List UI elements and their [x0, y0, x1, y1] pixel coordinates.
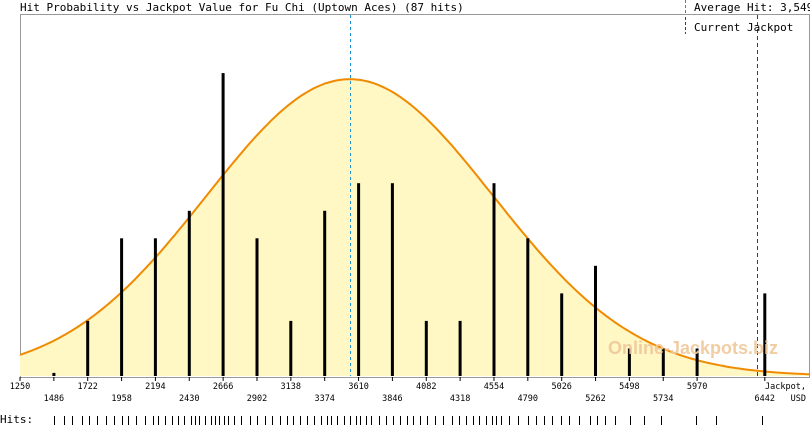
- bar-3374: [323, 210, 327, 376]
- tick-label-1722: 1722: [77, 382, 97, 392]
- x-axis-label: Jackpot,: [765, 382, 806, 392]
- bar-4790: [526, 238, 530, 376]
- chart-title: Hit Probability vs Jackpot Value for Fu …: [20, 1, 464, 14]
- tick-label-5262: 5262: [585, 394, 605, 404]
- bar-5498: [627, 348, 631, 376]
- legend-jackpot-label: Current Jackpot: [694, 21, 793, 34]
- bar-3846: [390, 183, 394, 376]
- tick-label-5734: 5734: [653, 394, 673, 404]
- tick-label-2902: 2902: [247, 394, 267, 404]
- hits-label: Hits:: [0, 413, 33, 425]
- bar-4318: [458, 320, 462, 376]
- watermark: Online-Jackpots.biz: [608, 338, 778, 358]
- bar-2902: [255, 238, 259, 376]
- tick-label-4790: 4790: [518, 394, 538, 404]
- tick-label-5970: 5970: [687, 382, 707, 392]
- tick-label-2194: 2194: [145, 382, 165, 392]
- tick-label-1958: 1958: [111, 394, 131, 404]
- tick-label-4554: 4554: [484, 382, 504, 392]
- bar-2666: [221, 73, 225, 376]
- tick-label-6442: 6442: [755, 394, 775, 404]
- bar-2430: [187, 210, 191, 376]
- tick-label-1486: 1486: [44, 394, 64, 404]
- bar-3138: [289, 320, 293, 376]
- tick-label-2430: 2430: [179, 394, 199, 404]
- tick-label-3138: 3138: [281, 382, 301, 392]
- bar-5262: [594, 265, 597, 376]
- distribution-fill: [20, 79, 809, 376]
- bar-4082: [424, 320, 428, 376]
- bar-4554: [492, 183, 496, 376]
- bar-2194: [153, 238, 157, 376]
- bar-1722: [86, 320, 90, 376]
- tick-label-2666: 2666: [213, 382, 233, 392]
- tick-label-4318: 4318: [450, 394, 470, 404]
- tick-label-4082: 4082: [416, 382, 436, 392]
- bar-5734: [661, 348, 665, 376]
- bar-1486: [52, 372, 56, 376]
- bar-3610: [357, 183, 361, 376]
- legend-average-label: Average Hit: 3,549: [694, 1, 810, 14]
- bar-5970: [695, 348, 699, 376]
- x-axis-unit: USD: [791, 394, 806, 404]
- tick-label-3374: 3374: [314, 394, 334, 404]
- bar-1958: [120, 238, 124, 376]
- tick-label-5026: 5026: [551, 382, 571, 392]
- tick-label-3610: 3610: [348, 382, 368, 392]
- tick-label-5498: 5498: [619, 382, 639, 392]
- bar-6442: [763, 293, 767, 376]
- tick-label-3846: 3846: [382, 394, 402, 404]
- tick-label-1250: 1250: [10, 382, 30, 392]
- bar-5026: [560, 293, 564, 376]
- distribution-curve: [19, 78, 810, 376]
